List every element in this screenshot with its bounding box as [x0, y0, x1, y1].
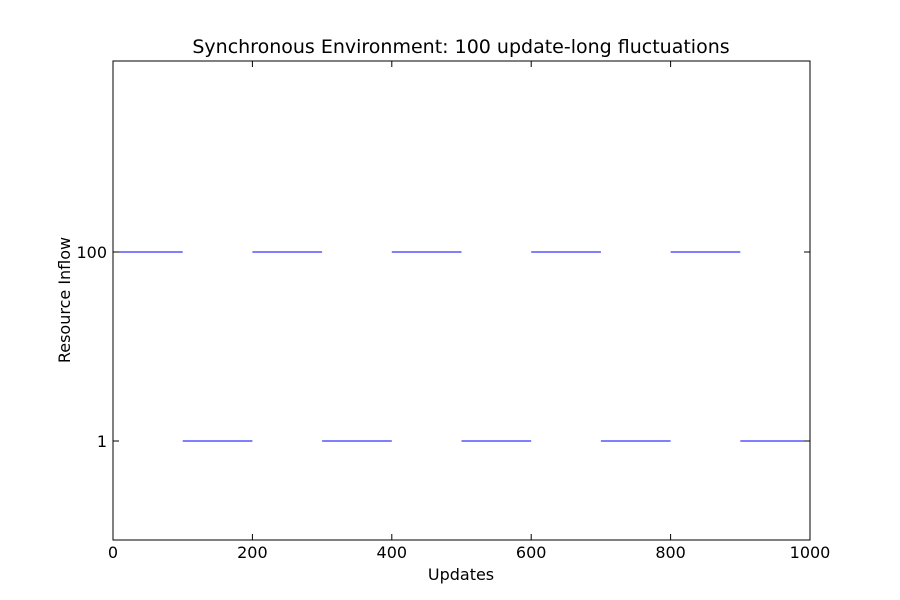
plot-area [112, 60, 811, 541]
x-tick-label-1000: 1000 [790, 543, 831, 562]
series-layer [113, 251, 810, 442]
y-axis-ticks: 1 100 [76, 243, 810, 451]
x-tick-label-600: 600 [516, 543, 547, 562]
x-tick-label-400: 400 [377, 543, 408, 562]
x-tick-label-200: 200 [237, 543, 268, 562]
x-tick-label-800: 800 [655, 543, 686, 562]
chart-title: Synchronous Environment: 100 update-long… [192, 36, 729, 58]
y-axis-label: Resource Inflow [55, 237, 74, 363]
y-tick-label-100: 100 [76, 243, 107, 262]
x-tick-label-0: 0 [108, 543, 118, 562]
x-axis-label: Updates [428, 565, 494, 584]
y-tick-label-1: 1 [97, 432, 107, 451]
x-axis-ticks: 0 200 400 600 800 1000 [108, 61, 830, 562]
